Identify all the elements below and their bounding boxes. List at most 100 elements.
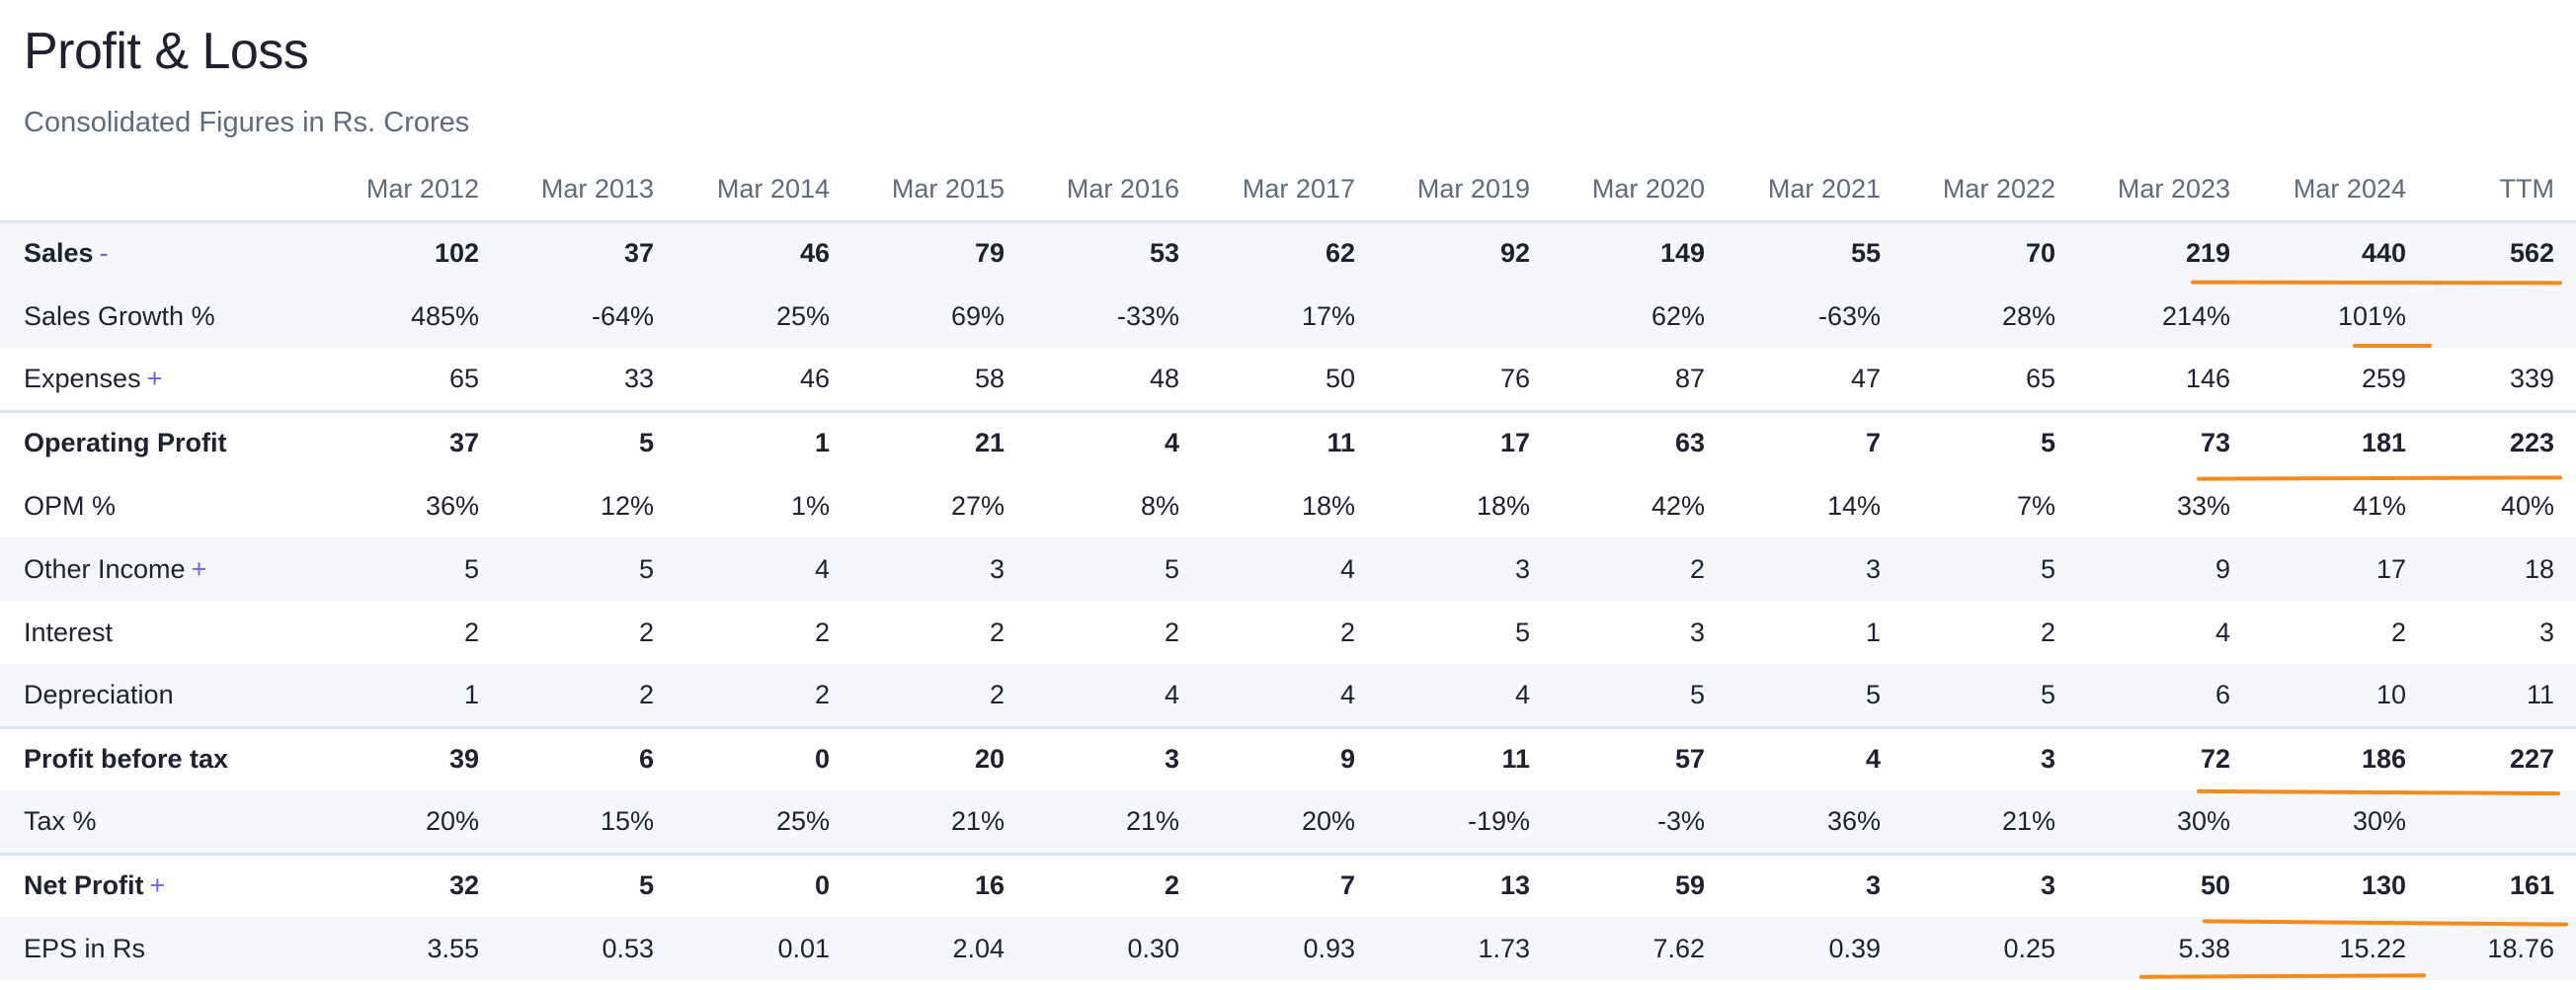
table-cell: 14% — [1826, 490, 1881, 521]
table-cell — [2428, 790, 2576, 854]
column-header: Mar 2021 — [1727, 158, 1902, 223]
table-cell: 562 — [2428, 219, 2576, 285]
highlight-underline — [2190, 280, 2563, 286]
table-cell: 5 — [1514, 617, 1530, 647]
table-cell: 0.25 — [1902, 917, 2077, 980]
page-title: Profit & Loss — [24, 23, 309, 80]
table-cell: 5 — [1902, 537, 2077, 601]
table-cell: 30% — [2252, 790, 2428, 854]
table-cell: 101% — [2252, 285, 2428, 348]
table-cell: 5.38 — [2077, 917, 2252, 980]
table-cell: 440 — [2252, 219, 2428, 285]
table-cell: 21 — [851, 409, 1026, 474]
column-header: TTM — [2428, 158, 2576, 223]
table-cell: 2 — [1164, 617, 1179, 647]
row-label[interactable]: Expenses + — [0, 348, 326, 411]
row-label-text: EPS in Rs — [24, 933, 146, 963]
table-cell: 4 — [1377, 664, 1552, 727]
expand-toggle-icon[interactable]: + — [191, 553, 207, 584]
expand-toggle-icon[interactable]: + — [146, 363, 163, 393]
table-cell: 62 — [1201, 219, 1377, 285]
table-cell: 47 — [1850, 363, 1881, 393]
table-cell: 12% — [600, 490, 654, 521]
table-cell: 2 — [2390, 617, 2406, 647]
row-label-text: Operating Profit — [24, 428, 227, 458]
profit-loss-table: Mar 2012 Mar 2013 Mar 2014 Mar 2015 Mar … — [0, 158, 2576, 980]
row-net-profit[interactable]: Net Profit +32 5 0 16 2 7 13 59 3 3 50 130 161 — [0, 852, 2576, 917]
table-cell: 87 — [1674, 363, 1705, 393]
table-cell: 3 — [1902, 852, 2077, 917]
table-cell: 63 — [1552, 409, 1727, 474]
table-cell: 50 — [1325, 363, 1355, 393]
table-cell: 11 — [1201, 409, 1377, 474]
table-cell: 7.62 — [1552, 917, 1727, 980]
table-cell: 3 — [1689, 617, 1705, 647]
table-cell: 219 — [2077, 219, 2252, 285]
table-cell: 5 — [1902, 664, 2077, 727]
table-cell: -19% — [1377, 790, 1552, 854]
row-label[interactable]: Sales - — [0, 219, 326, 285]
table-cell: 69% — [851, 285, 1026, 348]
table-cell: 102 — [326, 219, 501, 285]
table-cell: 37 — [326, 409, 501, 474]
table-cell: -64% — [501, 285, 676, 348]
table-cell: 5 — [1727, 664, 1902, 727]
table-cell: 2 — [463, 617, 479, 647]
table-cell: 53 — [1026, 219, 1201, 285]
row-expenses[interactable]: Expenses +65 33 46 58 48 50 76 87 47 65 146 259 339 — [0, 348, 2576, 411]
table-cell: 3 — [1377, 537, 1552, 601]
table-cell: 30% — [2077, 790, 2252, 854]
table-cell: 70 — [1902, 219, 2077, 285]
table-cell: 0.01 — [676, 917, 851, 980]
header-row: Mar 2012 Mar 2013 Mar 2014 Mar 2015 Mar … — [0, 158, 2576, 223]
table-cell: 42% — [1650, 490, 1705, 521]
table-cell: 146 — [2185, 363, 2230, 393]
table-cell: 223 — [2428, 409, 2576, 474]
table-cell: 13 — [1377, 852, 1552, 917]
column-header: Mar 2014 — [676, 158, 851, 223]
row-sales[interactable]: Sales -102 37 46 79 53 62 92 149 55 70 219 440 562 — [0, 219, 2576, 285]
table-cell: 5 — [1552, 664, 1727, 727]
table-cell: 72 — [2077, 725, 2252, 790]
table-cell: 7% — [2016, 490, 2055, 521]
table-cell: 17 — [1377, 409, 1552, 474]
table-cell: 25% — [676, 790, 851, 854]
table-cell: 48 — [1149, 363, 1179, 393]
table-cell: 17% — [1201, 285, 1377, 348]
table-cell: 5 — [326, 537, 501, 601]
collapse-toggle-icon[interactable]: - — [99, 238, 109, 269]
table-cell: 2 — [638, 617, 654, 647]
row-label-text: Interest — [24, 617, 114, 647]
row-profit-before-tax: Profit before tax 39 6 0 20 3 9 11 57 4 3 72 186 227 — [0, 725, 2576, 790]
table-cell: 5 — [501, 409, 676, 474]
table-cell: 73 — [2077, 409, 2252, 474]
row-other-income[interactable]: Other Income +5 5 4 3 5 4 3 2 3 5 9 17 18 — [0, 537, 2576, 601]
table-cell: 0 — [676, 725, 851, 790]
table-cell: 259 — [2361, 363, 2406, 393]
row-label-text: Profit before tax — [24, 744, 229, 775]
row-operating-profit: Operating Profit 37 5 1 21 4 11 17 63 7 5 73 181 223 — [0, 409, 2576, 474]
column-header: Mar 2019 — [1377, 158, 1552, 223]
table-cell: 46 — [676, 219, 851, 285]
table-cell: 76 — [1499, 363, 1530, 393]
row-label[interactable]: Net Profit + — [0, 852, 326, 917]
row-label[interactable]: Other Income + — [0, 537, 326, 601]
table-cell: 0.30 — [1026, 917, 1201, 980]
table-cell: 33 — [623, 363, 654, 393]
table-cell: 37 — [501, 219, 676, 285]
expand-toggle-icon[interactable]: + — [149, 870, 166, 901]
table-cell: 39 — [326, 725, 501, 790]
table-cell — [2428, 285, 2576, 348]
column-header: Mar 2024 — [2252, 158, 2428, 223]
column-header: Mar 2015 — [851, 158, 1026, 223]
table-cell: 181 — [2252, 409, 2428, 474]
table-cell: 2.04 — [851, 917, 1026, 980]
table-cell: 55 — [1727, 219, 1902, 285]
table-cell: 1% — [790, 490, 830, 521]
table-cell: 36% — [1727, 790, 1902, 854]
table-cell: 57 — [1552, 725, 1727, 790]
table-cell: 3 — [1727, 852, 1902, 917]
row-label: Operating Profit — [0, 409, 326, 474]
table-cell: 227 — [2428, 725, 2576, 790]
table-cell: 20% — [326, 790, 501, 854]
